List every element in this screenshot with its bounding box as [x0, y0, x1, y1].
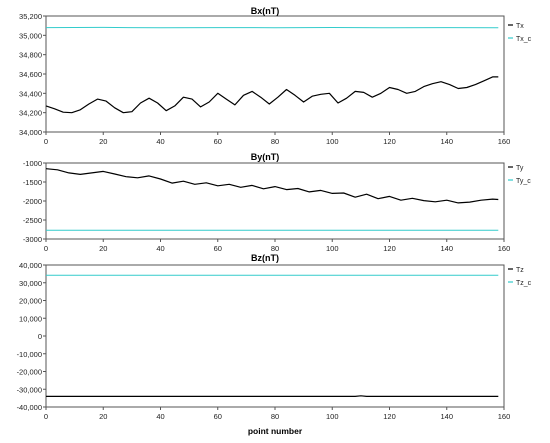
x-tick-label: 160 — [498, 137, 511, 146]
x-tick-label: 20 — [99, 412, 107, 421]
y-tick-label: 20,000 — [19, 297, 42, 306]
chart-panel-3: Bz(nT) 0 20 40 60 80 100 120 140 160 -40,000 -30,00… — [17, 253, 532, 436]
y-tick-label: -2000 — [23, 197, 42, 206]
x-tick-label: 0 — [44, 244, 48, 253]
x-tick-label: 0 — [44, 412, 48, 421]
x-tick-label: 60 — [214, 244, 222, 253]
plot-frame — [45, 264, 505, 408]
series-line-tz — [46, 395, 499, 397]
legend-label: Tx_c — [516, 36, 532, 43]
x-tick-label: 40 — [156, 412, 164, 421]
chart-title: Bz(nT) — [251, 253, 279, 263]
y-tick-label: -10,000 — [17, 350, 42, 359]
y-tick-label: -20,000 — [17, 368, 42, 377]
legend-label: Tx — [516, 23, 524, 30]
series-line-tx — [45, 76, 499, 114]
chart-panel-1: Bx(nT) 0 20 40 60 80 100 120 140 160 34,000 34,200 3… — [19, 6, 532, 146]
legend-label: Tz_c — [516, 280, 532, 287]
chart-title: Bx(nT) — [251, 6, 280, 16]
x-axis-label: point number — [248, 426, 303, 436]
y-tick-label: 34,400 — [19, 89, 42, 98]
x-tick-label: 60 — [214, 137, 222, 146]
x-tick-label: 140 — [440, 412, 453, 421]
y-tick-label: -1000 — [23, 159, 42, 168]
x-tick-label: 120 — [383, 244, 396, 253]
x-tick-label: 80 — [271, 244, 279, 253]
y-tick-label: -40,000 — [17, 403, 42, 412]
plot-frame — [45, 15, 505, 133]
x-tick-label: 40 — [156, 244, 164, 253]
x-tick-label: 160 — [498, 412, 511, 421]
x-tick-label: 120 — [383, 137, 396, 146]
legend-label: Tz — [516, 267, 524, 274]
y-tick-label: 34,800 — [19, 51, 42, 60]
x-tick-label: 60 — [214, 412, 222, 421]
series-line-ty — [45, 168, 499, 204]
y-tick-label: -30,000 — [17, 385, 42, 394]
y-tick-label: 35,000 — [19, 31, 42, 40]
x-tick-label: 0 — [44, 137, 48, 146]
x-tick-label: 100 — [326, 244, 339, 253]
y-tick-label: -2500 — [23, 216, 42, 225]
x-tick-label: 100 — [326, 412, 339, 421]
x-tick-label: 40 — [156, 137, 164, 146]
x-tick-label: 20 — [99, 244, 107, 253]
y-tick-label: -3000 — [23, 235, 42, 244]
y-tick-label: 34,200 — [19, 109, 42, 118]
x-tick-label: 80 — [271, 412, 279, 421]
y-tick-label: 35,200 — [19, 12, 42, 21]
x-tick-label: 120 — [383, 412, 396, 421]
y-tick-label: -1500 — [23, 178, 42, 187]
x-tick-label: 20 — [99, 137, 107, 146]
legend-label: Ty_c — [516, 178, 531, 185]
chart-panel-2: By(nT) 0 20 40 60 80 100 120 140 160 -3000 -2500 -20… — [23, 152, 531, 253]
x-tick-label: 160 — [498, 244, 511, 253]
chart-title: By(nT) — [251, 152, 280, 162]
y-tick-label: 34,000 — [19, 128, 42, 137]
y-tick-label: 34,600 — [19, 70, 42, 79]
x-tick-label: 140 — [440, 244, 453, 253]
legend-label: Ty — [516, 165, 524, 172]
x-tick-label: 140 — [440, 137, 453, 146]
x-tick-label: 100 — [326, 137, 339, 146]
x-tick-label: 80 — [271, 137, 279, 146]
y-tick-label: 40,000 — [19, 261, 42, 270]
y-tick-label: 0 — [38, 332, 42, 341]
y-tick-label: 30,000 — [19, 279, 42, 288]
y-tick-label: 10,000 — [19, 314, 42, 323]
